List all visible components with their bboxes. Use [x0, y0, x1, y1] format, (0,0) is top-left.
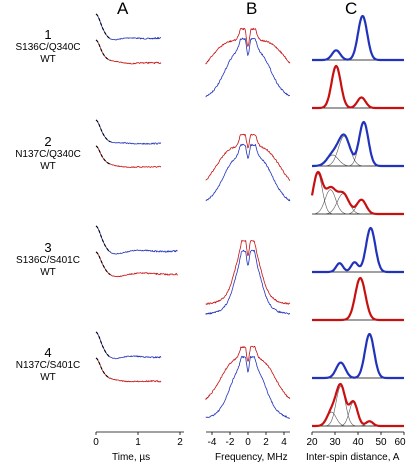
- panel-c-row-1-mutant-distribution: [311, 14, 405, 62]
- panel-c-row-2-mutant-component-3: [345, 121, 383, 167]
- panel-c-row-2-wt-distribution: [310, 170, 405, 216]
- panel-a-row-1-mutant-trace: [95, 13, 162, 41]
- panel-b-row-3-wt-spectrum: [205, 239, 291, 305]
- panel-c-row-4-wt-component-2: [322, 385, 360, 427]
- panel-c-row-3-mutant-distribution: [311, 226, 405, 274]
- panel-a-row-1-mutant-fit: [95, 13, 111, 40]
- panel-a-tick-label-0: 0: [93, 437, 99, 448]
- panel-b-row-1-wt-spectrum: [205, 27, 291, 65]
- panel-c-tick-label-4: 60: [394, 437, 406, 448]
- panel-b-tick-label-0: -4: [208, 437, 217, 448]
- panel-a-row-3-wt-trace: [95, 251, 178, 278]
- row-3-number: 3: [44, 240, 52, 255]
- row-4-wt-name: WT: [40, 372, 56, 383]
- panel-a-xlabel: Time, µs: [112, 452, 151, 463]
- panel-a-row-4-mutant-fit: [95, 331, 111, 358]
- panel-c-row-2-wt-component-2: [312, 189, 352, 215]
- row-3-wt-name: WT: [40, 267, 56, 278]
- row-2-wt-name: WT: [40, 161, 56, 172]
- panel-a-row-1-wt-fit: [95, 39, 111, 61]
- row-3-mutant-name: S136C/S401C: [16, 255, 80, 266]
- panel-b-tick-label-4: 4: [281, 437, 287, 448]
- panel-a-tick-label-1: 1: [135, 437, 141, 448]
- row-2-label: 2 N137C/Q340C WT: [0, 135, 96, 173]
- panel-b-row-3-mutant-spectrum: [205, 249, 291, 315]
- panel-c-row-2-wt-component-3: [320, 193, 367, 215]
- panel-a-row-3-wt-fit: [95, 251, 111, 276]
- panel-c-letter: C: [345, 0, 358, 18]
- panel-c-tick-label-2: 40: [352, 437, 364, 448]
- row-1-mutant-name: S136C/Q340C: [15, 42, 81, 53]
- panel-b-row-4-mutant-spectrum: [205, 355, 291, 419]
- panel-a-letter: A: [117, 0, 129, 18]
- panel-a-row-4-wt-trace: [95, 357, 162, 383]
- panel-c-row-1-wt-distribution: [311, 64, 405, 110]
- panel-c-row-4-mutant-component-2: [351, 333, 388, 379]
- panel-a-row-2-mutant-fit: [95, 119, 111, 143]
- row-4-mutant-name: N137C/S401C: [15, 360, 81, 371]
- row-4-label: 4 N137C/S401C WT: [0, 346, 96, 384]
- panel-c-xlabel: Inter-spin distance, A: [306, 452, 400, 463]
- row-1-wt-name: WT: [40, 54, 56, 65]
- panel-c-row-2-mutant-component-2: [321, 135, 368, 167]
- panel-a-row-3-mutant-fit: [95, 225, 111, 253]
- panel-a-row-4-wt-fit: [95, 357, 111, 379]
- row-4-number: 4: [44, 345, 52, 360]
- panel-b-row-2-wt-spectrum: [205, 133, 291, 181]
- panel-c-row-4-mutant-distribution: [311, 332, 405, 380]
- panel-b-xlabel: Frequency, MHz: [215, 452, 288, 463]
- panel-c-tick-label-0: 20: [306, 437, 318, 448]
- row-1-label: 1 S136C/Q340C WT: [0, 28, 96, 66]
- panel-a-row-3-mutant-trace: [95, 225, 178, 255]
- panel-c-row-3-wt-distribution: [311, 276, 405, 322]
- panel-a-row-2-wt-trace: [95, 145, 162, 168]
- panel-a-row-2-wt-fit: [95, 145, 111, 165]
- panel-c-row-4-wt-distribution: [311, 382, 405, 428]
- panel-a-row-1-wt-trace: [95, 39, 162, 65]
- panel-a-row-4-mutant-trace: [95, 331, 162, 360]
- panel-a-tick-label-2: 2: [177, 437, 183, 448]
- panel-c-tick-label-3: 50: [375, 437, 387, 448]
- panel-b-row-4-wt-spectrum: [205, 345, 291, 400]
- row-1-number: 1: [44, 27, 52, 42]
- row-2-number: 2: [44, 134, 52, 149]
- panel-b-row-1-mutant-spectrum: [205, 37, 290, 98]
- panel-b-tick-label-1: -2: [226, 437, 235, 448]
- panel-a-row-2-mutant-trace: [95, 119, 162, 145]
- row-3-label: 3 S136C/S401C WT: [0, 241, 96, 279]
- panel-c-row-2-mutant-distribution: [311, 120, 405, 168]
- panel-c-row-4-mutant-component-1: [322, 362, 360, 379]
- panel-c-tick-label-1: 30: [329, 437, 341, 448]
- panel-b-tick-label-2: 0: [245, 437, 251, 448]
- panel-b-tick-label-3: 2: [263, 437, 269, 448]
- panel-b-letter: B: [246, 0, 258, 18]
- panel-b-row-2-mutant-spectrum: [205, 143, 291, 202]
- row-2-mutant-name: N137C/Q340C: [15, 149, 81, 160]
